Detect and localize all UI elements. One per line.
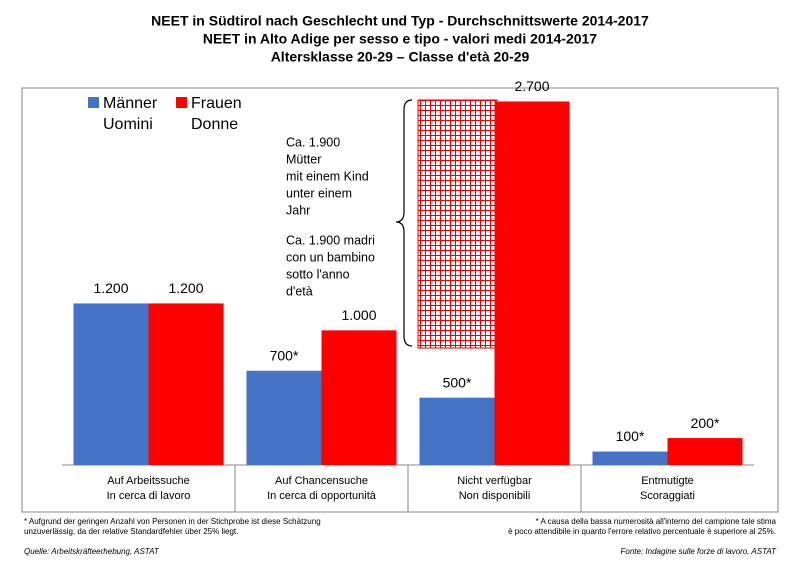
chart-title: NEET in Südtirol nach Geschlecht und Typ…	[151, 13, 649, 29]
x-tick-label: Nicht verfügbar	[457, 475, 532, 487]
value-label: 1.200	[93, 280, 128, 296]
bar	[419, 397, 495, 465]
footnote: * Aufgrund der geringen Anzahl von Perso…	[24, 517, 321, 526]
value-label: 100*	[616, 428, 645, 444]
x-tick-label: Auf Chancensuche	[275, 475, 368, 487]
x-tick-label: Auf Arbeitssuche	[107, 475, 190, 487]
annotation: d'età	[286, 284, 313, 298]
legend-label: Donne	[191, 116, 238, 133]
bar	[148, 303, 224, 465]
annotation: sotto l'anno	[286, 267, 350, 281]
footnote: unzuverlässig, da der relative Standardf…	[24, 527, 238, 536]
chart-title: NEET in Alto Adige per sesso e tipo - va…	[203, 31, 597, 47]
bar	[494, 101, 570, 465]
annotation: con un bambino	[286, 250, 375, 264]
bar	[73, 303, 149, 465]
annotation: Jahr	[286, 203, 310, 217]
value-label: 2.700	[514, 78, 549, 94]
legend-swatch	[88, 97, 99, 108]
bar	[667, 438, 743, 465]
value-label: 1.000	[341, 307, 376, 323]
bar	[592, 451, 668, 465]
legend-label: Uomini	[103, 116, 153, 133]
x-tick-label: In cerca di lavoro	[107, 490, 191, 502]
annotation: Ca. 1.900 madri	[286, 233, 375, 247]
hatched-area	[417, 99, 498, 349]
value-label: 700*	[270, 347, 299, 363]
bar	[321, 330, 397, 465]
value-label: 200*	[691, 415, 720, 431]
plot-frame	[21, 87, 779, 513]
value-label: 500*	[443, 374, 472, 390]
value-label: 1.200	[168, 280, 203, 296]
footnote: è poco attendibile in quanto l'errore re…	[508, 527, 776, 536]
footnote: * A causa della bassa numerosità all'int…	[536, 517, 777, 526]
x-tick-label: Entmutigte	[641, 475, 694, 487]
x-tick-label: In cerca di opportunità	[267, 490, 377, 502]
legend-label: Männer	[103, 95, 158, 112]
annotation: unter einem	[286, 186, 352, 200]
bar	[246, 370, 322, 465]
legend-label: Frauen	[191, 95, 242, 112]
annotation: Ca. 1.900	[286, 135, 340, 149]
annotation: mit einem Kind	[286, 169, 369, 183]
source: Fonte: Indagine sulle forze di lavoro, A…	[621, 547, 778, 556]
legend-swatch	[176, 97, 187, 108]
chart-title: Altersklasse 20-29 – Classe d'età 20-29	[271, 49, 530, 65]
x-tick-label: Scoraggiati	[640, 490, 695, 502]
brace	[395, 99, 413, 347]
source: Quelle: Arbeitskräfteerhebung, ASTAT	[24, 547, 160, 556]
x-tick-label: Non disponibili	[459, 490, 531, 502]
annotation: Mütter	[286, 152, 321, 166]
